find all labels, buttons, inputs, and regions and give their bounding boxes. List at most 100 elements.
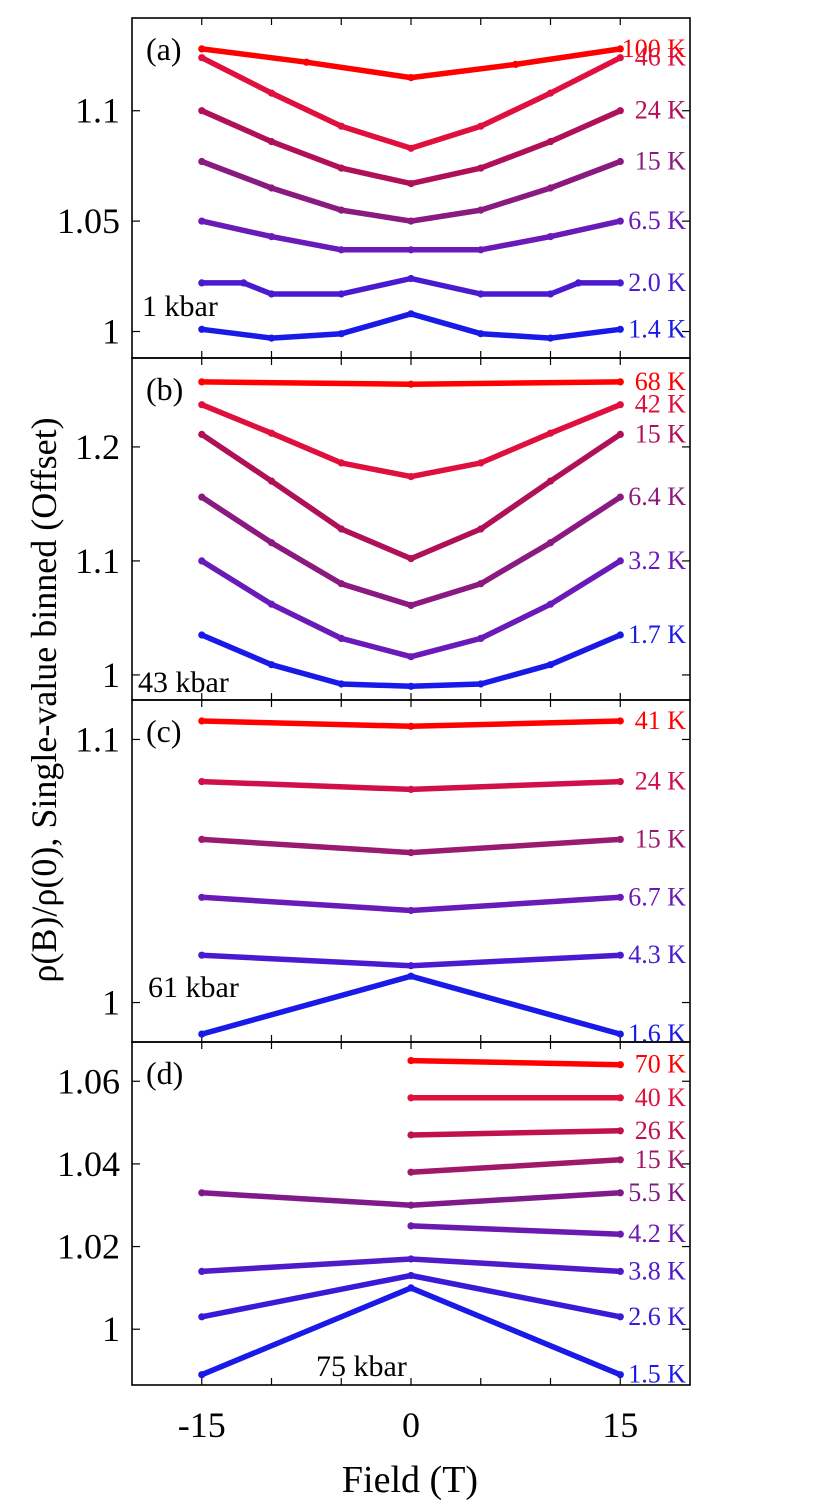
data-point bbox=[616, 1230, 624, 1238]
temperature-label: 6.5 K bbox=[628, 206, 686, 235]
series-24-K: 24 K bbox=[198, 96, 686, 188]
data-point bbox=[198, 778, 206, 786]
data-point bbox=[267, 184, 276, 192]
pressure-label: 75 kbar bbox=[316, 1350, 407, 1383]
series-100-K: 100 K bbox=[198, 34, 687, 82]
data-point bbox=[407, 1284, 415, 1292]
data-point bbox=[198, 835, 206, 844]
panel-letter: (d) bbox=[146, 1055, 183, 1091]
data-point bbox=[546, 477, 555, 485]
data-point bbox=[616, 778, 624, 786]
data-point bbox=[407, 217, 415, 225]
data-point bbox=[616, 54, 624, 62]
data-point bbox=[477, 525, 485, 533]
data-point bbox=[198, 430, 206, 438]
data-point bbox=[616, 835, 624, 844]
series-6-5-K: 6.5 K bbox=[198, 206, 686, 254]
series-line bbox=[408, 1057, 624, 1068]
data-point bbox=[616, 951, 624, 959]
data-point bbox=[267, 600, 276, 608]
data-point bbox=[407, 849, 415, 857]
series-2-0-K: 2.0 K bbox=[198, 268, 686, 298]
data-point bbox=[616, 107, 624, 115]
data-point bbox=[546, 89, 555, 97]
data-point bbox=[477, 580, 485, 588]
y-tick-label: 1 bbox=[102, 312, 120, 352]
panel-c: 1 1.1 41 K 24 K 15 K 6.7 K 4.3 K 1.6 K (c) 61 kba… bbox=[75, 699, 691, 1048]
series-24-K: 24 K bbox=[198, 767, 686, 796]
temperature-label: 100 K bbox=[622, 34, 687, 63]
series-68-K: 68 K bbox=[198, 367, 686, 396]
data-point bbox=[198, 378, 206, 386]
data-point bbox=[198, 217, 206, 225]
series-3-2-K: 3.2 K bbox=[198, 546, 686, 661]
data-point bbox=[198, 557, 206, 565]
data-point bbox=[407, 682, 415, 690]
series-46-K: 46 K bbox=[198, 43, 686, 152]
series-line bbox=[199, 311, 624, 341]
temperature-label: 46 K bbox=[635, 43, 687, 72]
series-6-7-K: 6.7 K bbox=[198, 882, 686, 915]
data-point bbox=[198, 1267, 206, 1275]
data-point bbox=[267, 233, 276, 241]
series-line bbox=[199, 54, 624, 152]
data-point bbox=[616, 1127, 624, 1135]
series-40-K: 40 K bbox=[407, 1083, 686, 1112]
data-point bbox=[267, 290, 276, 298]
temperature-label: 3.2 K bbox=[628, 546, 686, 575]
data-point bbox=[616, 557, 624, 565]
data-point bbox=[198, 401, 206, 409]
series-1-6-K: 1.6 K bbox=[198, 972, 686, 1048]
data-point bbox=[267, 661, 276, 669]
data-point bbox=[198, 493, 206, 501]
data-point bbox=[407, 1131, 415, 1139]
data-point bbox=[407, 962, 415, 970]
data-point bbox=[337, 246, 345, 254]
data-point bbox=[198, 279, 206, 287]
data-point bbox=[407, 1271, 415, 1280]
temperature-label: 4.2 K bbox=[628, 1219, 686, 1248]
data-point bbox=[407, 380, 415, 388]
data-point bbox=[477, 330, 485, 338]
data-point bbox=[407, 473, 415, 481]
series-15-K: 15 K bbox=[407, 1145, 686, 1176]
panel-frame bbox=[131, 1041, 691, 1386]
data-point bbox=[546, 429, 555, 437]
data-point bbox=[616, 1189, 624, 1197]
data-point bbox=[546, 661, 555, 669]
temperature-label: 2.6 K bbox=[628, 1302, 686, 1331]
data-point bbox=[198, 107, 206, 115]
data-point bbox=[198, 325, 206, 333]
series-4-2-K: 4.2 K bbox=[407, 1219, 686, 1248]
data-point bbox=[337, 580, 345, 588]
series-line bbox=[199, 1272, 624, 1320]
data-point bbox=[546, 600, 555, 608]
data-point bbox=[477, 459, 485, 467]
data-point bbox=[407, 1057, 415, 1065]
temperature-label: 40 K bbox=[635, 1083, 687, 1112]
series-line bbox=[199, 158, 624, 224]
series-1-4-K: 1.4 K bbox=[198, 310, 686, 343]
series-line bbox=[408, 1157, 624, 1175]
data-point bbox=[616, 631, 624, 639]
series-line bbox=[199, 46, 624, 81]
series-26-K: 26 K bbox=[407, 1116, 686, 1145]
data-point bbox=[407, 972, 415, 980]
y-tick-label: 1 bbox=[102, 983, 120, 1023]
data-point bbox=[337, 164, 345, 172]
series-line bbox=[199, 218, 624, 253]
series-15-K: 15 K bbox=[198, 824, 686, 857]
series-line bbox=[199, 401, 624, 480]
data-point bbox=[511, 60, 520, 68]
panel-b: 1 1.1 1.2 68 K42 K15 K 6.4 K 3.2 K 1.7 K (b) 43 … bbox=[75, 357, 691, 701]
data-point bbox=[302, 58, 310, 66]
data-point bbox=[267, 89, 276, 97]
y-tick-label: 1.06 bbox=[57, 1061, 120, 1101]
data-point bbox=[337, 330, 345, 338]
data-point bbox=[546, 539, 555, 547]
data-point bbox=[407, 144, 415, 152]
series-5-5-K: 5.5 K bbox=[198, 1178, 686, 1209]
x-tick-label: -15 bbox=[178, 1405, 226, 1445]
temperature-label: 15 K bbox=[635, 147, 687, 176]
